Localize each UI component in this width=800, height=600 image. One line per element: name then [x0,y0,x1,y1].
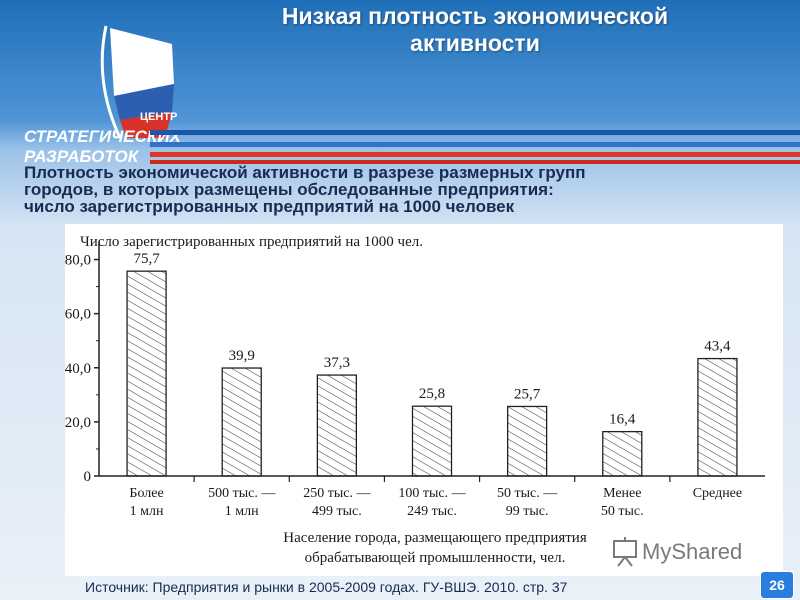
x-tick-label: 499 тыс. [312,504,362,519]
source-note: Источник: Предприятия и рынки в 2005-200… [85,579,568,595]
slide-subtitle: Плотность экономической активности в раз… [24,164,784,215]
bar-value-label: 37,3 [324,355,350,371]
x-tick-label: 50 тыс. [601,504,644,519]
slide-title-line2: активности [410,30,540,56]
y-tick-label: 40,0 [65,361,91,377]
subtitle-line2: городов, в которых размещены обследованн… [24,180,554,199]
slide-title-line1: Низкая плотность экономической [281,3,669,29]
logo-word-top: ЦЕНТР [140,111,177,123]
x-tick-label: Более [129,486,163,501]
bar [602,430,643,477]
bar-value-label: 25,7 [514,386,541,402]
subtitle-line3: число зарегистрированных предприятий на … [24,197,515,216]
logo: ЦЕНТР СТРАТЕГИЧЕСКИХ РАЗРАБОТОК [22,22,212,170]
x-tick-label: 500 тыс. — [208,486,276,501]
bar [697,357,738,477]
x-tick-label: 250 тыс. — [303,486,371,501]
x-axis-label-line2: обрабатывающей промышленности, чел. [305,550,566,566]
chart-panel: Число зарегистрированных предприятий на … [65,224,783,576]
watermark-text: MyShared [642,539,743,564]
stripe-red-2 [150,160,800,164]
y-tick-label: 60,0 [65,307,91,323]
bar-value-label: 75,7 [133,251,160,267]
y-tick-label: 80,0 [65,253,91,269]
x-tick-label: 50 тыс. — [497,486,558,501]
x-tick-label: 100 тыс. — [398,486,466,501]
bar-chart: Число зарегистрированных предприятий на … [65,234,765,566]
bar [221,367,262,477]
bar [506,405,548,477]
y-tick-label: 20,0 [65,415,91,431]
page-number-badge: 26 [760,571,794,599]
bar-value-label: 25,8 [419,386,445,402]
bar-value-label: 39,9 [229,348,255,364]
stripe-blue-2 [150,142,800,147]
bar-value-label: 43,4 [704,339,731,355]
x-tick-label: 249 тыс. [407,504,457,519]
bar [316,374,358,477]
bar [411,405,453,477]
watermark: MyShared [612,534,742,570]
x-axis-label-line1: Население города, размещающего предприят… [283,530,587,546]
x-tick-label: Среднее [693,486,742,501]
slide-title: Низкая плотность экономической активност… [210,3,740,57]
stripe-red-1 [150,152,800,157]
chart-title: Число зарегистрированных предприятий на … [80,234,423,250]
x-tick-label: Менее [603,486,641,501]
stripe-blue-1 [150,130,800,135]
flag-blue-band [114,84,174,120]
header-stripes [150,130,800,164]
x-tick-label: 1 млн [225,504,259,519]
bar [126,270,167,477]
presentation-icon [613,537,637,567]
subtitle-line1: Плотность экономической активности в раз… [24,163,586,182]
bar-value-label: 16,4 [609,412,636,428]
logo-word-bot: РАЗРАБОТОК [24,147,140,166]
flag-white-band [110,28,174,96]
y-tick-label: 0 [84,469,92,485]
logo-word-mid: СТРАТЕГИЧЕСКИХ [24,127,183,146]
x-tick-label: 1 млн [130,504,164,519]
x-tick-label: 99 тыс. [506,504,549,519]
